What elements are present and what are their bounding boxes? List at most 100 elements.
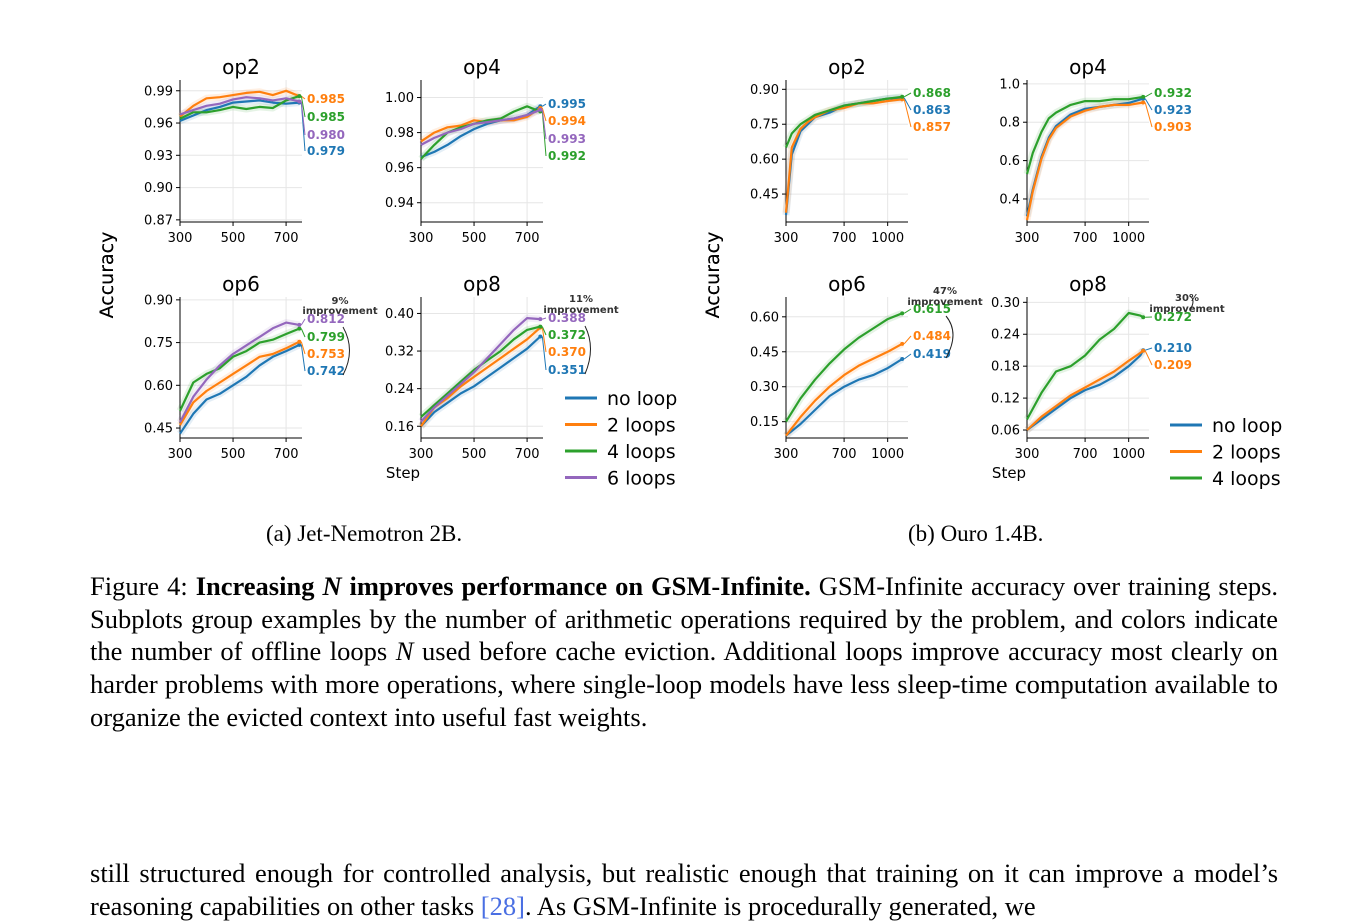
x-tick-label: 700 [1073,447,1098,462]
improvement-label: improvement [302,306,377,317]
y-tick-label: 0.40 [385,307,414,322]
caption-var-n: N [396,636,414,666]
x-tick-label: 700 [832,231,857,246]
y-tick-label: 0.90 [144,181,173,196]
end-label-leader [1145,348,1152,350]
y-tick-label: 0.96 [144,117,173,132]
x-tick-label: 300 [1015,231,1040,246]
end-value-label: 0.992 [548,149,586,163]
x-tick-label: 700 [832,447,857,462]
x-tick-label: 700 [274,231,299,246]
series-end-point [1141,95,1145,99]
series-end-point [900,311,904,315]
x-tick-label: 300 [774,447,799,462]
y-tick-label: 0.99 [144,84,173,99]
legend-label: 6 loops [607,468,676,490]
x-tick-label: 1000 [871,447,904,462]
end-value-label: 0.372 [548,328,586,342]
body-line-1: still structured enough for controlled a… [90,858,1184,888]
panel-title: op2 [828,55,866,79]
y-tick-label: 0.87 [144,213,173,228]
x-axis-label: Step [992,464,1026,482]
end-value-label: 0.799 [307,330,345,344]
y-tick-label: 0.30 [750,380,779,395]
series-end-point [297,340,301,344]
x-tick-label: 700 [515,447,540,462]
series-end-point [538,108,542,112]
series-end-point [900,95,904,99]
end-value-label: 0.993 [548,132,586,146]
y-axis-label: Accuracy [702,232,724,319]
legend-label: 4 loops [1212,468,1281,490]
end-value-label: 0.903 [1154,120,1192,134]
improvement-percent: 47% [933,286,957,297]
improvement-percent: 30% [1175,293,1199,304]
end-label-leader [904,309,911,313]
end-value-label: 0.857 [913,120,951,134]
series-end-point [900,342,904,346]
legend-label: no loop [1212,415,1282,437]
citation-link[interactable]: [28] [481,891,525,921]
end-label-leader [1145,351,1152,365]
end-label-leader [1145,93,1152,97]
y-tick-label: 0.90 [750,83,779,98]
end-value-label: 0.995 [548,97,586,111]
y-tick-label: 0.16 [385,420,414,435]
end-label-leader [904,336,911,344]
series-end-point [297,100,301,104]
x-axis-label: Step [386,464,420,482]
x-tick-label: 300 [168,231,193,246]
y-tick-label: 0.15 [750,415,779,430]
series-end-point [1141,349,1145,353]
end-label-leader [904,354,911,359]
y-tick-label: 0.24 [991,328,1020,343]
improvement-label: improvement [543,305,618,316]
end-value-label: 0.868 [913,86,951,100]
series-end-point [1141,315,1145,319]
legend-label: 4 loops [607,441,676,463]
caption-label: Figure 4: [90,571,188,601]
y-tick-label: 0.18 [991,360,1020,375]
end-value-label: 0.994 [548,114,586,128]
end-value-label: 0.419 [913,347,951,361]
end-value-label: 0.985 [307,110,345,124]
y-tick-label: 0.12 [991,392,1020,407]
y-tick-label: 0.30 [991,296,1020,311]
subcaption-a: (a) Jet-Nemotron 2B. [266,521,462,547]
end-value-label: 0.370 [548,345,586,359]
end-value-label: 0.923 [1154,103,1192,117]
y-tick-label: 0.90 [144,293,173,308]
end-value-label: 0.753 [307,347,345,361]
figure-caption: Figure 4: Increasing N improves performa… [90,570,1278,734]
end-value-label: 0.742 [307,364,345,378]
x-tick-label: 1000 [1112,231,1145,246]
y-axis-label: Accuracy [96,232,118,319]
series-end-point [1141,100,1145,104]
end-label-leader [542,318,546,319]
legend-label: 2 loops [607,415,676,437]
subcaption-b: (b) Ouro 1.4B. [908,521,1043,547]
end-value-label: 0.985 [307,92,345,106]
x-tick-label: 700 [274,447,299,462]
end-label-leader [301,319,305,325]
x-tick-label: 500 [462,447,487,462]
y-tick-label: 0.75 [144,336,173,351]
panel-title: op6 [222,272,260,296]
series-end-point [538,325,542,329]
x-tick-label: 500 [221,447,246,462]
y-tick-label: 0.32 [385,345,414,360]
end-value-label: 0.351 [548,363,586,377]
y-tick-label: 0.45 [750,345,779,360]
x-tick-label: 300 [409,231,434,246]
legend-label: no loop [607,388,677,410]
end-value-label: 0.210 [1154,341,1192,355]
panel-title: op2 [222,55,260,79]
y-tick-label: 0.45 [144,422,173,437]
end-value-label: 0.863 [913,103,951,117]
y-tick-label: 1.00 [385,91,414,106]
panel-title: op8 [463,272,501,296]
end-value-label: 0.209 [1154,358,1192,372]
series-end-point [538,334,542,338]
